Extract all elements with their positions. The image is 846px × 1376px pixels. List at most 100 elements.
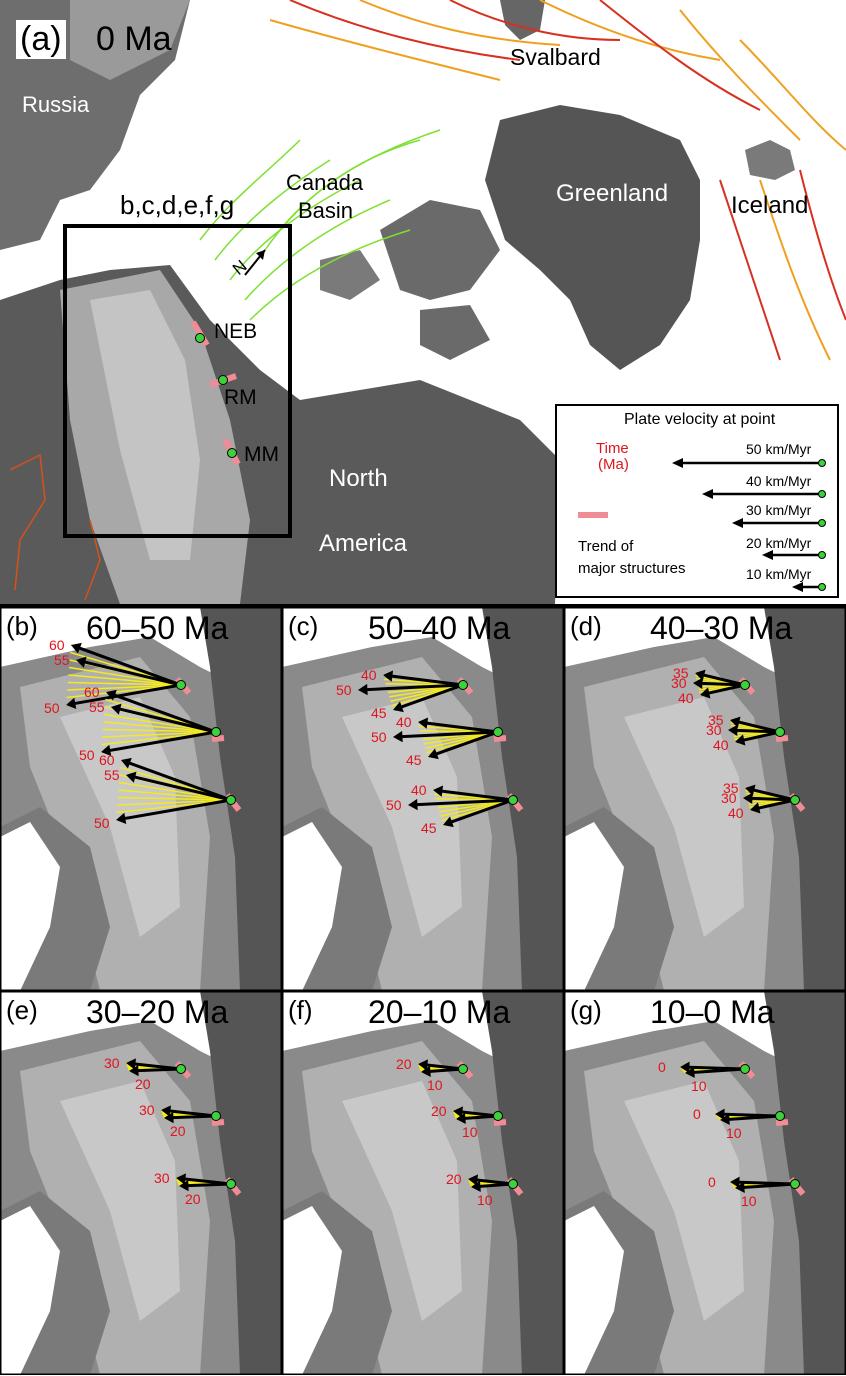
age-label-f-3-2: 10: [477, 1192, 493, 1208]
point-g-3[interactable]: [790, 1179, 800, 1189]
label-neb: NEB: [214, 320, 258, 343]
age-label-c-1-1: 40: [361, 667, 377, 683]
age-label-d-2-2: 30: [706, 722, 722, 738]
age-label-f-2-2: 10: [462, 1124, 478, 1140]
legend-speed-10: 10 km/Myr: [746, 566, 812, 582]
panel-a-bottom-rule: [0, 604, 846, 607]
iceland-landmass: [745, 140, 795, 180]
age-label-g-3-2: 10: [741, 1193, 757, 1209]
point-f-3[interactable]: [508, 1179, 518, 1189]
label-canada-basin-2: Basin: [298, 198, 354, 223]
age-label-d-3-1: 35: [723, 780, 739, 796]
point-neb[interactable]: [195, 333, 205, 343]
age-label-b-3-2: 55: [104, 767, 120, 783]
vector-group-c-3: 40 50 45: [386, 782, 524, 836]
age-label-d-2-3: 40: [713, 737, 729, 753]
inset-box[interactable]: [63, 224, 292, 538]
label-mm: MM: [244, 443, 279, 466]
panel-f-age: 20–10 Ma: [368, 994, 511, 1030]
craton-d: [764, 607, 846, 991]
age-label-b-1-1: 60: [49, 637, 65, 653]
point-b-1[interactable]: [176, 680, 186, 690]
point-g-1[interactable]: [740, 1064, 750, 1074]
panel-e-letter: (e): [6, 995, 38, 1025]
craton-f: [482, 991, 564, 1375]
age-label-d-3-2: 30: [721, 790, 737, 806]
label-north: North: [329, 465, 388, 492]
point-mm[interactable]: [227, 448, 237, 458]
legend-trend-1: Trend of: [578, 538, 634, 555]
label-canada-basin-1: Canada: [286, 170, 364, 195]
age-label-c-1-3: 45: [371, 705, 387, 721]
panel-d-age: 40–30 Ma: [650, 610, 793, 646]
legend-arrow-40: [702, 489, 826, 499]
panel-a: [0, 0, 846, 604]
age-label-d-2-1: 35: [708, 712, 724, 728]
panel-b-age: 60–50 Ma: [86, 610, 229, 646]
vector-group-g-2: 0 10: [693, 1106, 789, 1141]
label-america: America: [319, 530, 408, 557]
greenland-landmass: [485, 105, 700, 370]
point-e-2[interactable]: [211, 1111, 221, 1121]
legend-box: [555, 404, 839, 598]
panel-d-letter: (d): [570, 611, 602, 641]
panel-c: 40 50 45 40 50 45 40 50 45 (c) 50–40 Ma: [282, 607, 564, 991]
label-greenland: Greenland: [556, 180, 669, 207]
label-russia: Russia: [22, 92, 90, 117]
point-rm[interactable]: [218, 375, 228, 385]
vector-group-e-1: 30 20: [104, 1055, 192, 1092]
craton-g: [764, 991, 846, 1375]
legend-trend-2: major structures: [578, 560, 686, 577]
age-label-d-1-2: 30: [671, 675, 687, 691]
point-d-1[interactable]: [740, 680, 750, 690]
age-label-e-2-1: 30: [139, 1102, 155, 1118]
point-c-1[interactable]: [458, 680, 468, 690]
panel-e: 30 20 30 20 30 20 (e) 30–20 Ma: [0, 991, 282, 1375]
point-d-3[interactable]: [790, 795, 800, 805]
legend-speed-30: 30 km/Myr: [746, 502, 812, 518]
north-arrow-icon: [244, 249, 266, 276]
age-label-g-1-2: 10: [691, 1078, 707, 1094]
age-label-e-2-2: 20: [170, 1123, 186, 1139]
point-c-2[interactable]: [493, 727, 503, 737]
age-label-e-3-1: 30: [154, 1170, 170, 1186]
age-label-e-3-2: 20: [185, 1191, 201, 1207]
vector-group-c-2: 40 50 45: [371, 714, 507, 768]
point-d-2[interactable]: [775, 727, 785, 737]
point-g-2[interactable]: [775, 1111, 785, 1121]
age-label-g-2-2: 10: [726, 1125, 742, 1141]
legend-speed-20: 20 km/Myr: [746, 535, 812, 551]
panel-b-letter: (b): [6, 611, 38, 641]
panel-c-age: 50–40 Ma: [368, 610, 511, 646]
age-label-f-2-1: 20: [431, 1103, 447, 1119]
age-label-b-1-3: 50: [44, 700, 60, 716]
point-f-2[interactable]: [493, 1111, 503, 1121]
age-label-c-2-3: 45: [406, 752, 422, 768]
vector-group-g-1: 0 10: [658, 1059, 756, 1094]
age-label-c-2-2: 50: [371, 729, 387, 745]
point-c-3[interactable]: [508, 795, 518, 805]
point-e-3[interactable]: [226, 1179, 236, 1189]
age-label-b-2-3: 50: [79, 747, 95, 763]
legend-arrow-10: [792, 582, 826, 592]
age-label-g-2-1: 0: [693, 1106, 701, 1122]
age-label-c-3-3: 45: [421, 820, 437, 836]
point-b-3[interactable]: [226, 795, 236, 805]
age-label-e-1-2: 20: [135, 1076, 151, 1092]
craton-c: [482, 607, 564, 991]
isochrons-pacific: [9, 453, 101, 601]
point-f-1[interactable]: [458, 1064, 468, 1074]
age-label-c-1-2: 50: [336, 682, 352, 698]
point-e-1[interactable]: [176, 1064, 186, 1074]
legend-time-unit: (Ma): [598, 456, 629, 473]
point-b-2[interactable]: [211, 727, 221, 737]
